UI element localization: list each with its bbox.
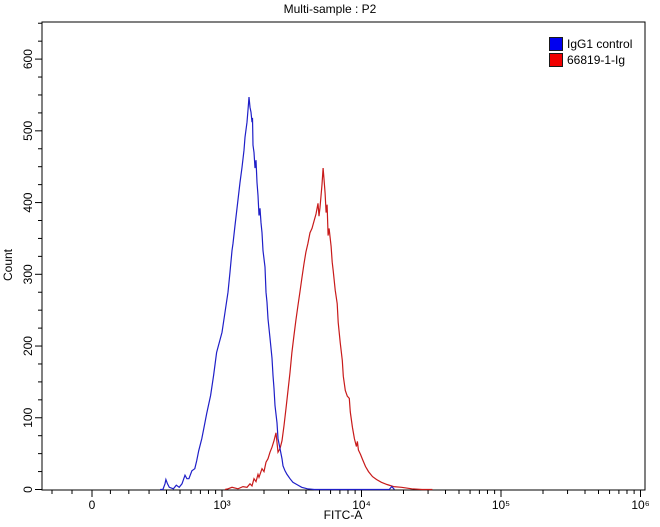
legend-label: IgG1 control xyxy=(567,36,633,51)
y-axis-tick-label: 100 xyxy=(21,407,35,427)
y-axis-tick-label: 300 xyxy=(21,264,35,284)
y-axis-tick-label: 0 xyxy=(21,486,35,493)
legend-swatch-blue xyxy=(549,36,563,51)
y-axis-title: Count xyxy=(1,248,15,282)
x-axis-tick-label: 10⁶ xyxy=(631,498,649,512)
legend-item-igg1-control: IgG1 control xyxy=(549,36,632,51)
histogram-trace-66819-1-ig xyxy=(224,168,433,491)
legend-item-66819-1-ig: 66819-1-Ig xyxy=(549,52,632,67)
y-axis-tick-label: 600 xyxy=(21,49,35,69)
legend: IgG1 control 66819-1-Ig xyxy=(549,36,632,67)
y-axis-tick-label: 500 xyxy=(21,121,35,141)
plot-frame xyxy=(41,21,646,491)
y-axis-tick-label: 200 xyxy=(21,336,35,356)
x-axis-tick-label: 0 xyxy=(89,498,96,512)
legend-swatch-red xyxy=(549,52,563,67)
x-axis-tick-label: 10³ xyxy=(213,498,230,512)
legend-label: 66819-1-Ig xyxy=(567,52,626,67)
x-axis-tick-label: 10⁴ xyxy=(352,498,371,512)
plot-title: Multi-sample : P2 xyxy=(283,2,377,16)
y-axis-tick-label: 400 xyxy=(21,192,35,212)
x-axis-tick-label: 10⁵ xyxy=(492,498,510,512)
histogram-trace-igg1-control xyxy=(160,97,395,491)
x-axis-title: FITC-A xyxy=(323,508,363,522)
